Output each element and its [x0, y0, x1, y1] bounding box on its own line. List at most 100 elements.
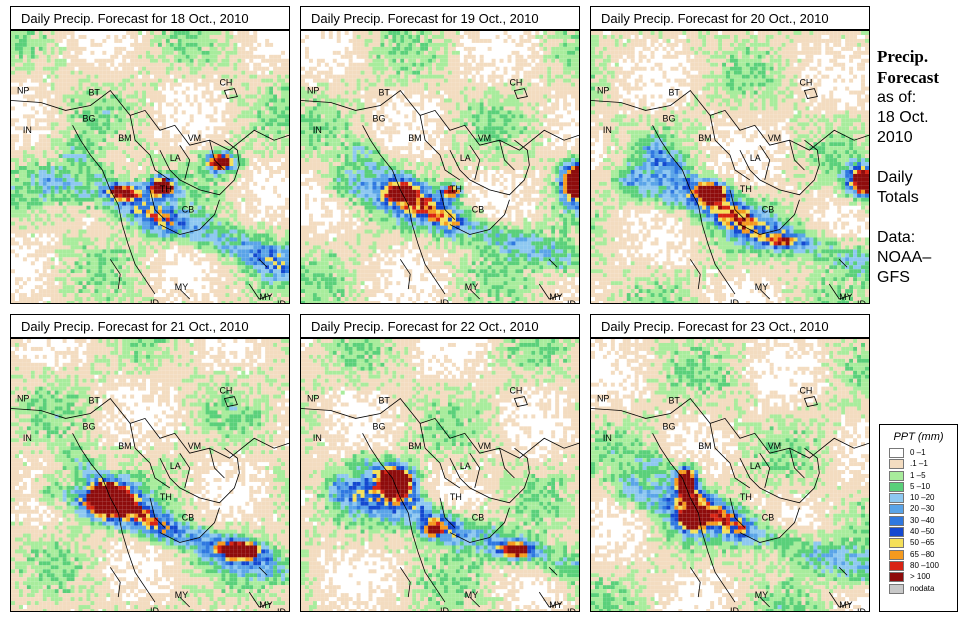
- legend-label: 1 –5: [910, 470, 926, 482]
- country-label: MY: [549, 600, 562, 610]
- country-label: VM: [478, 441, 491, 451]
- legend-label: 80 –100: [910, 560, 939, 572]
- country-label: ID: [857, 299, 866, 303]
- legend-label: 0 –1: [910, 447, 926, 459]
- coastline: [159, 447, 240, 504]
- precip-map: CH NP BT IN BG BM VM LA TH CB MY ID MY ID: [300, 30, 580, 304]
- forecast-panel: Daily Precip. Forecast for 20 Oct., 2010…: [590, 6, 870, 304]
- country-label: MY: [465, 590, 478, 600]
- country-label: IN: [23, 433, 32, 443]
- legend-item: 40 –50: [889, 526, 957, 538]
- country-label: BM: [118, 133, 131, 143]
- country-label: MY: [755, 590, 768, 600]
- country-label: TH: [740, 492, 752, 502]
- side-info: Precip. Forecast as of: 18 Oct. 2010 Dai…: [877, 46, 965, 288]
- coastline: [362, 125, 446, 295]
- country-label: CH: [219, 386, 232, 396]
- coastline: [11, 90, 289, 151]
- coastline: [419, 115, 515, 220]
- totals-label: Totals: [877, 188, 965, 208]
- legend-label: 10 –20: [910, 492, 934, 504]
- country-label: MY: [755, 282, 768, 292]
- country-label: BM: [408, 133, 421, 143]
- legend-swatch: [889, 527, 904, 538]
- coastline: [689, 396, 852, 608]
- country-label: ID: [730, 606, 739, 611]
- legend-item: 80 –100: [889, 560, 957, 571]
- daily-label: Daily: [877, 168, 965, 188]
- precip-grid: [591, 31, 869, 303]
- legend-label: 50 –65: [910, 537, 934, 549]
- as-of-label: as of:: [877, 88, 965, 108]
- precip-grid: [591, 339, 869, 611]
- country-label: ID: [440, 606, 449, 611]
- legend-swatch: [889, 538, 904, 549]
- legend-item: > 100: [889, 571, 957, 583]
- precip-grid: [301, 339, 579, 611]
- heading-precip: Precip.: [877, 46, 965, 67]
- legend-item: .1 –1: [889, 458, 957, 470]
- legend-item: 0 –1: [889, 447, 957, 458]
- precip-map: CH NP BT IN BG BM VM LA TH CB MY ID MY ID: [590, 30, 870, 304]
- country-label: BT: [378, 396, 390, 406]
- coastline: [652, 433, 736, 603]
- legend-label: 5 –10: [910, 481, 930, 493]
- country-label: BM: [118, 441, 131, 451]
- precip-map: CH NP BT IN BG BM VM LA TH CB MY ID MY ID: [590, 338, 870, 612]
- coastline: [301, 398, 579, 459]
- coastline: [399, 396, 562, 608]
- legend-swatch: [889, 560, 904, 571]
- country-label: IN: [603, 125, 612, 135]
- coastline: [591, 90, 869, 151]
- legend-label: 20 –30: [910, 503, 934, 515]
- forecast-panel: Daily Precip. Forecast for 22 Oct., 2010…: [300, 314, 580, 612]
- country-label: VM: [478, 133, 491, 143]
- country-label: BT: [88, 396, 100, 406]
- coastline: [72, 433, 156, 603]
- precip-grid: [11, 339, 289, 611]
- data-source-2: GFS: [877, 268, 965, 288]
- legend-swatch: [889, 470, 904, 481]
- country-label: LA: [170, 461, 181, 471]
- legend-swatch: [889, 515, 904, 526]
- country-label: MY: [259, 292, 272, 302]
- country-label: TH: [450, 492, 462, 502]
- legend-title: PPT (mm): [880, 431, 957, 447]
- coastline: [689, 88, 852, 300]
- country-label: NP: [597, 86, 609, 96]
- coastline: [301, 90, 579, 151]
- legend-label: nodata: [910, 583, 934, 595]
- data-label: Data:: [877, 228, 965, 248]
- legend-swatch: [889, 481, 904, 492]
- coastline: [739, 139, 820, 196]
- country-label: MY: [175, 282, 188, 292]
- country-label: BG: [372, 421, 385, 431]
- country-label: NP: [307, 394, 319, 404]
- country-label: IN: [603, 433, 612, 443]
- country-label: ID: [567, 607, 576, 611]
- country-label: CB: [472, 513, 484, 523]
- forecast-panel: Daily Precip. Forecast for 18 Oct., 2010…: [10, 6, 290, 304]
- country-label: BG: [662, 421, 675, 431]
- country-label: CB: [182, 513, 194, 523]
- coastline: [739, 447, 820, 504]
- country-label: ID: [440, 298, 449, 303]
- country-label: IN: [313, 125, 322, 135]
- country-label: CH: [509, 78, 522, 88]
- country-label: MY: [465, 282, 478, 292]
- country-label: VM: [188, 133, 201, 143]
- country-label: NP: [17, 86, 29, 96]
- coastline: [129, 423, 225, 528]
- legend-item: 65 –80: [889, 549, 957, 560]
- country-label: CB: [472, 205, 484, 215]
- country-label: ID: [857, 607, 866, 611]
- country-label: BM: [698, 441, 711, 451]
- country-label: BT: [668, 88, 680, 98]
- coastline: [449, 447, 530, 504]
- country-label: TH: [160, 492, 172, 502]
- coastline: [109, 88, 272, 300]
- coastline: [591, 398, 869, 459]
- country-label: IN: [313, 433, 322, 443]
- coastline: [652, 125, 736, 295]
- country-label: CB: [762, 513, 774, 523]
